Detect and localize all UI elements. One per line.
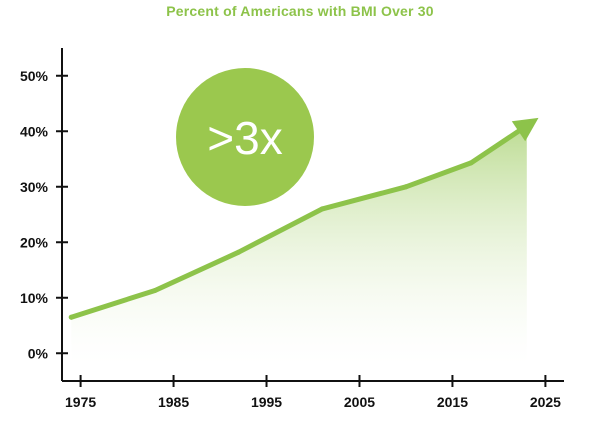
x-tick-label: 2005: [344, 394, 375, 410]
x-tick-label: 2025: [530, 394, 561, 410]
data-point: [68, 314, 74, 320]
y-tick-label: 0%: [28, 345, 49, 361]
annotation-text: >3x: [207, 112, 282, 164]
data-point: [403, 184, 409, 190]
data-point: [236, 249, 242, 255]
y-tick-label: 50%: [20, 68, 49, 84]
chart-title: Percent of Americans with BMI Over 30: [166, 3, 434, 19]
x-tick-label: 2015: [437, 394, 468, 410]
y-tick-label: 30%: [20, 179, 49, 195]
y-tick-label: 10%: [20, 290, 49, 306]
arrow-head: [511, 117, 539, 142]
y-tick-label: 20%: [20, 234, 49, 250]
x-tick-label: 1995: [251, 394, 282, 410]
annotation-badge: [176, 68, 314, 206]
x-tick-label: 1985: [158, 394, 189, 410]
x-tick-label: 1975: [65, 394, 96, 410]
data-point: [319, 206, 325, 212]
data-point: [152, 288, 158, 293]
data-point: [468, 160, 474, 166]
y-tick-label: 40%: [20, 123, 49, 139]
